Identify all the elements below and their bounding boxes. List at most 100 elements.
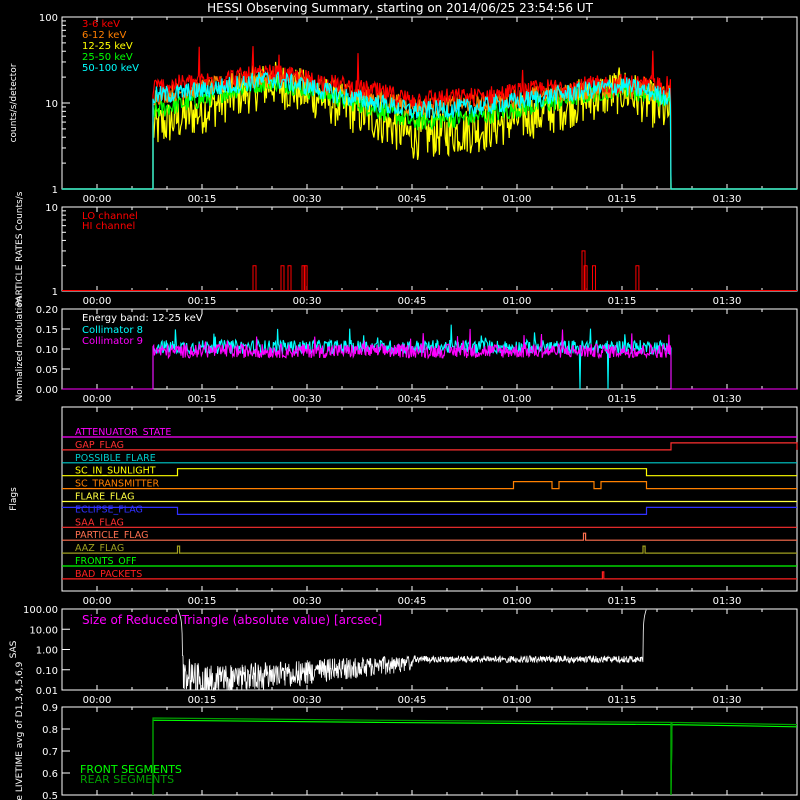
x-tick-label: 00:30 (293, 596, 322, 607)
y-tick-label: 0.10 (36, 666, 58, 677)
flag-label: SAA_FLAG (75, 517, 124, 528)
flag-line (62, 545, 797, 554)
y-axis-label: PARTICLE RATES Counts/s (15, 191, 25, 306)
x-tick-label: 01:30 (713, 296, 742, 307)
x-tick-label: 00:45 (398, 394, 427, 405)
legend-entry: 25-50 keV (82, 52, 133, 63)
x-tick-label: 01:30 (713, 394, 742, 405)
annotation: Size of Reduced Triangle (absolute value… (82, 613, 382, 627)
legend-entry: Collimator 8 (82, 325, 143, 336)
y-tick-label: 0.01 (36, 686, 58, 697)
spike (287, 265, 292, 291)
y-tick-label: 10 (45, 99, 58, 110)
x-tick-label: 01:15 (608, 596, 637, 607)
y-tick-label: 0.05 (36, 365, 58, 376)
y-tick-label: 1.00 (36, 646, 58, 657)
flag-label: GAP_FLAG (75, 440, 124, 451)
spike (635, 265, 640, 291)
series-line-12-25-keV (62, 61, 797, 190)
y-tick-label: 10.00 (29, 625, 58, 636)
y-tick-label: 0.00 (36, 385, 58, 396)
spike (592, 265, 596, 291)
y-tick-label: 100.00 (23, 605, 58, 616)
flag-label: AAZ_FLAG (75, 543, 124, 554)
legend-entry: FRONT SEGMENTS (80, 763, 182, 776)
x-tick-label: 00:45 (398, 296, 427, 307)
x-tick-label: 01:00 (503, 695, 532, 706)
legend-entry: Collimator 9 (82, 336, 143, 347)
spike (581, 250, 586, 291)
flag-line (62, 506, 797, 516)
x-tick-label: 01:00 (503, 394, 532, 405)
panel-count-rates: 00:00 00:15 00:30 00:45 01:00 01:15 01:30 count… (9, 13, 798, 205)
flag-line (62, 532, 797, 541)
y-tick-label: 0.7 (42, 747, 58, 758)
panel-particle-rates: 00:00 00:15 00:30 00:45 01:00 01:15 01:30 PARTI… (15, 191, 798, 307)
annotation: Energy band: 12-25 keV (82, 313, 203, 324)
legend-entry: HI channel (82, 221, 135, 232)
flag-label: PARTICLE_FLAG (75, 530, 148, 541)
x-tick-label: 01:15 (608, 695, 637, 706)
x-tick-label: 00:30 (293, 194, 322, 205)
x-tick-label: 01:15 (608, 296, 637, 307)
x-tick-label: 00:15 (188, 596, 217, 607)
legend-entry: 3-6 keV (82, 19, 120, 30)
y-tick-label: 0.9 (42, 703, 58, 714)
spike (303, 265, 308, 291)
y-tick-label: 0.20 (36, 305, 58, 316)
legend-entry: LO channel (82, 211, 138, 222)
legend-entry: REAR SEGMENTS (80, 773, 174, 786)
flag-label: FRONTS_OFF (75, 556, 137, 567)
x-tick-label: 01:15 (608, 194, 637, 205)
legend-entry: 12-25 keV (82, 41, 133, 52)
series-line-Collimator-9 (62, 328, 797, 390)
series-line-Collimator-8 (62, 324, 797, 390)
series-line-50-100-keV (62, 71, 797, 190)
flag-label: FLARE_FLAG (75, 492, 135, 503)
legend-entry: 50-100 keV (82, 63, 139, 74)
flag-label: BAD_PACKETS (75, 569, 142, 580)
x-tick-label: 01:00 (503, 596, 532, 607)
y-axis-label: Flags (9, 487, 19, 511)
flag-line (62, 442, 798, 451)
series-line-FRONT-SEGMENTS (152, 719, 798, 796)
panel-frame (61, 206, 798, 292)
x-tick-label: 00:00 (83, 394, 112, 405)
panel-frame (61, 406, 798, 592)
panel-flags: 00:00 00:15 00:30 00:45 01:00 01:15 01:30 Flags… (9, 406, 798, 607)
x-tick-label: 00:00 (83, 695, 112, 706)
panel-sas: 00:00 00:15 00:30 00:45 01:00 01:15 01:30 SAS 0.… (9, 605, 798, 706)
y-tick-label: 10 (45, 203, 58, 214)
flag-line (62, 571, 797, 580)
series-line-sas (177, 608, 647, 692)
plot-title: HESSI Observing Summary, starting on 201… (207, 1, 593, 15)
y-axis-label: SAS (9, 640, 19, 658)
spike (583, 265, 588, 291)
x-tick-label: 01:30 (713, 695, 742, 706)
flag-label: POSSIBLE_FLARE (75, 453, 156, 464)
x-tick-label: 00:30 (293, 695, 322, 706)
flag-label: SC_TRANSMITTER (75, 479, 160, 490)
flag-label: SC_IN_SUNLIGHT (75, 466, 156, 477)
x-tick-label: 00:15 (188, 194, 217, 205)
x-tick-label: 00:45 (398, 695, 427, 706)
flag-line (62, 468, 797, 477)
x-tick-label: 01:15 (608, 394, 637, 405)
x-tick-label: 00:30 (293, 296, 322, 307)
y-tick-label: 0.5 (42, 791, 58, 800)
flag-label: ECLIPSE_FLAG (75, 504, 143, 515)
spike (280, 265, 285, 291)
x-tick-label: 00:00 (83, 296, 112, 307)
y-axis-label: Mon. Rate LIVETIME avg of D1,3,4,5,6,9 (15, 661, 25, 800)
x-tick-label: 00:15 (188, 296, 217, 307)
x-tick-label: 00:00 (83, 596, 112, 607)
spike (301, 265, 306, 291)
y-tick-label: 1 (52, 287, 58, 298)
x-tick-label: 00:15 (188, 394, 217, 405)
y-tick-label: 0.10 (36, 345, 58, 356)
legend-entry: 6-12 keV (82, 30, 126, 41)
flag-line (62, 481, 797, 490)
panel-modulation: 00:00 00:15 00:30 00:45 01:00 01:15 01:30 Norma… (15, 297, 798, 405)
